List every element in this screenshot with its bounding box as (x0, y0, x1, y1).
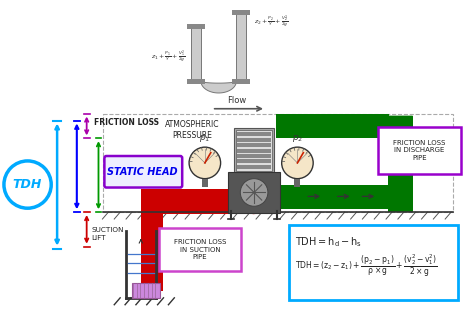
Bar (276, 114, 389, 138)
Circle shape (4, 161, 51, 208)
Circle shape (189, 147, 220, 179)
FancyBboxPatch shape (378, 127, 461, 174)
Bar (237, 149, 271, 152)
Polygon shape (388, 115, 413, 140)
Bar (202, 179, 208, 187)
Bar (132, 283, 160, 298)
Bar (141, 212, 163, 291)
Text: ATMOSPHERIC
PRESSURE: ATMOSPHERIC PRESSURE (165, 121, 219, 141)
Bar (237, 131, 272, 171)
Bar (237, 159, 271, 163)
Bar (232, 79, 250, 84)
Bar (237, 154, 271, 158)
Circle shape (282, 147, 313, 179)
Bar (187, 24, 205, 29)
Bar (232, 10, 250, 15)
Text: TDH: TDH (13, 178, 42, 191)
Text: DISCHARGE
HEAD: DISCHARGE HEAD (106, 166, 149, 179)
Bar (191, 27, 201, 81)
Bar (141, 189, 254, 214)
Bar (187, 79, 205, 84)
Bar (103, 114, 453, 212)
Text: $\mathrm{TDH=h_d-h_s}$: $\mathrm{TDH=h_d-h_s}$ (295, 235, 363, 249)
Polygon shape (229, 189, 254, 214)
Circle shape (240, 179, 268, 206)
Bar (235, 128, 274, 173)
Bar (388, 115, 413, 212)
Bar (237, 138, 271, 142)
FancyBboxPatch shape (104, 156, 182, 187)
Text: $z_1+\frac{P_1}{\gamma}+\frac{V_1^2}{2g}$: $z_1+\frac{P_1}{\gamma}+\frac{V_1^2}{2g}… (151, 48, 185, 65)
FancyBboxPatch shape (159, 228, 241, 271)
Bar (294, 179, 301, 187)
Circle shape (244, 194, 264, 214)
FancyBboxPatch shape (289, 225, 458, 300)
Polygon shape (201, 81, 237, 93)
Bar (237, 165, 271, 169)
Bar (237, 143, 271, 147)
Bar (237, 132, 271, 136)
Bar (228, 172, 280, 213)
Text: SUCTION
LIFT: SUCTION LIFT (91, 227, 124, 241)
Text: FRICTION LOSS
IN DISCHARGE
PIPE: FRICTION LOSS IN DISCHARGE PIPE (393, 140, 446, 161)
Text: FRICTION LOSS
IN SUCTION
PIPE: FRICTION LOSS IN SUCTION PIPE (174, 239, 226, 260)
Text: STATIC HEAD: STATIC HEAD (108, 167, 178, 177)
Bar (280, 185, 413, 209)
Text: Flow: Flow (227, 96, 246, 105)
Text: $p_1$: $p_1$ (199, 133, 210, 144)
Text: $p_2$: $p_2$ (292, 133, 303, 144)
Text: $z_2+\frac{P_2}{\gamma}+\frac{V_2^2}{2g}$: $z_2+\frac{P_2}{\gamma}+\frac{V_2^2}{2g}… (254, 14, 289, 30)
Text: FRICTION LOSS: FRICTION LOSS (93, 118, 159, 127)
Bar (237, 12, 246, 81)
Text: $\mathrm{TDH=(z_2-z_1)+\dfrac{(p_2-p_1)}{\rho \times g}+\dfrac{(v_2^2-v_1^2)}{2\: $\mathrm{TDH=(z_2-z_1)+\dfrac{(p_2-p_1)}… (295, 253, 438, 279)
